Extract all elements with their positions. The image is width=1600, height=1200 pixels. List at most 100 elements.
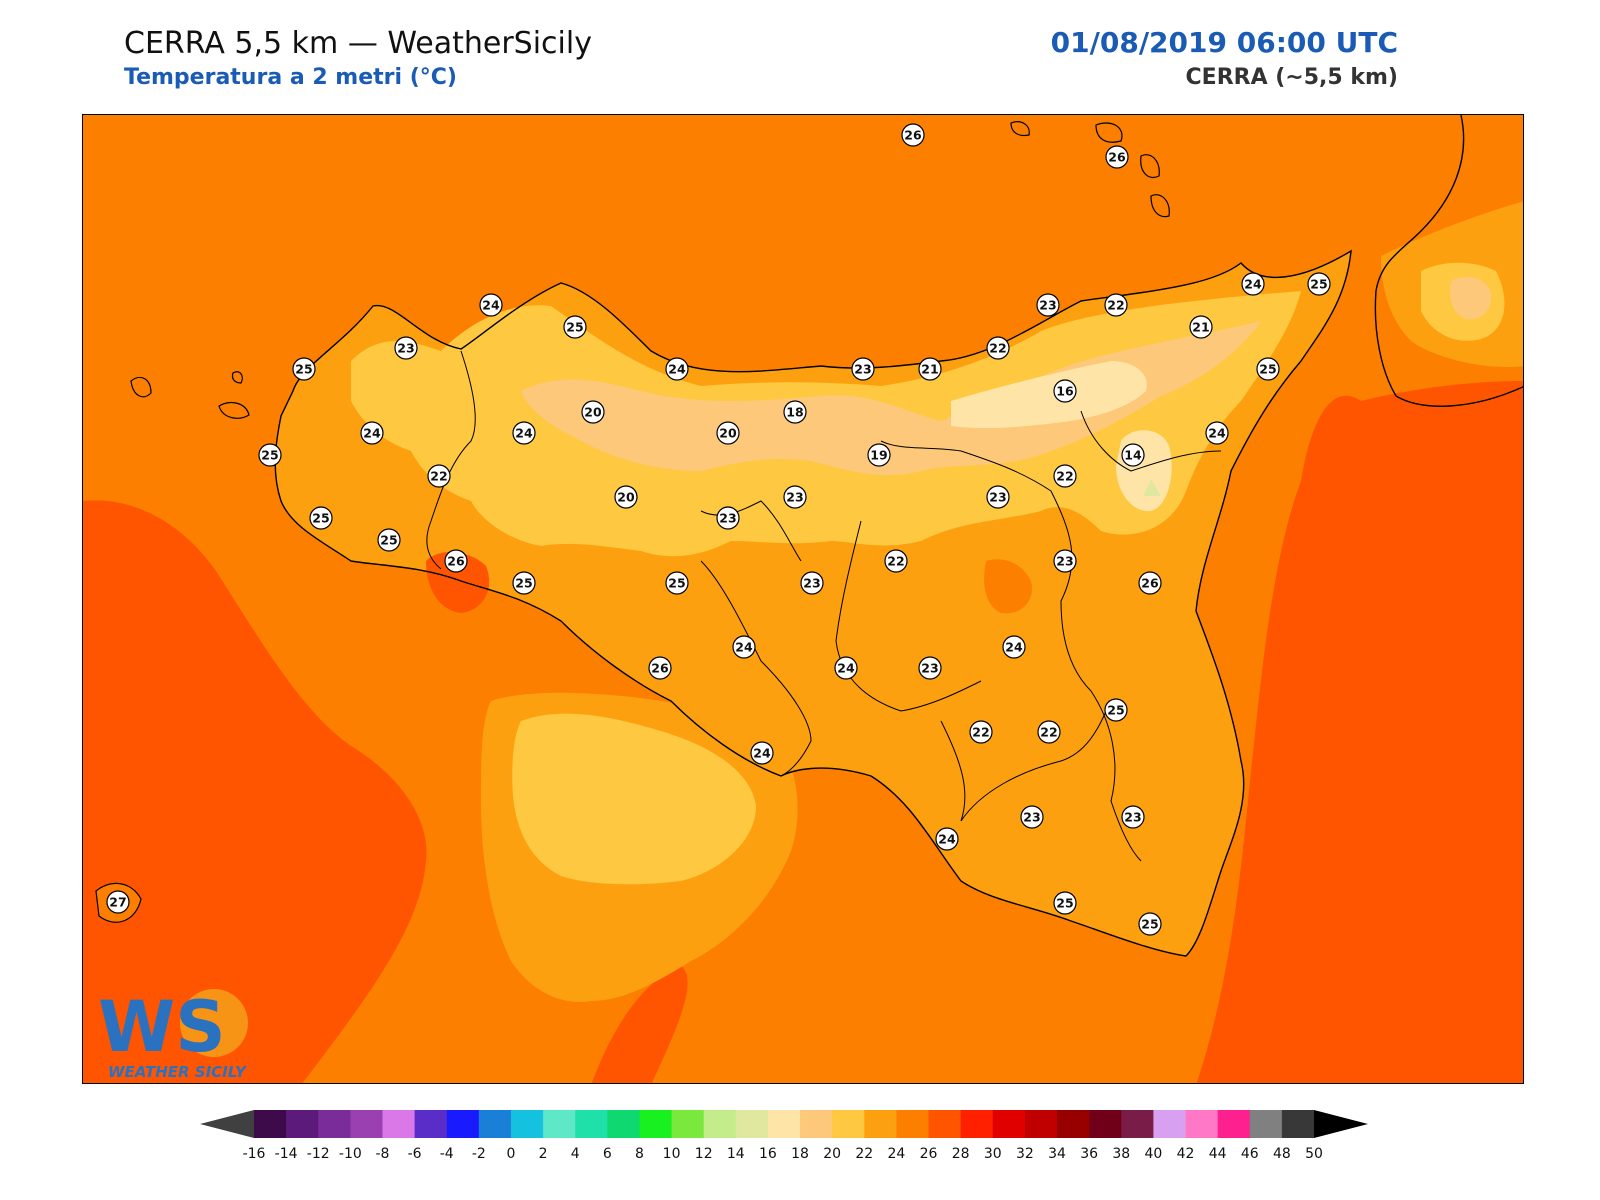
colorbar-tick-label: 10 xyxy=(663,1146,681,1162)
warm-zone-south xyxy=(591,966,688,1083)
station-marker: 22 xyxy=(427,464,451,488)
station-temperature: 22 xyxy=(972,725,989,740)
station-marker: 24 xyxy=(732,635,756,659)
station-temperature: 26 xyxy=(1141,576,1159,591)
station-temperature: 23 xyxy=(1039,298,1056,313)
station-temperature: 24 xyxy=(837,661,855,676)
station-dot xyxy=(986,336,1010,360)
station-marker: 26 xyxy=(444,549,468,573)
station-temperature: 25 xyxy=(1056,896,1073,911)
station-temperature: 23 xyxy=(397,341,414,356)
colorbar-tick-label: 48 xyxy=(1273,1146,1291,1162)
station-dot xyxy=(834,656,858,680)
colorbar-swatch xyxy=(254,1110,287,1138)
colorbar-swatch xyxy=(1024,1110,1058,1138)
station-dot xyxy=(884,549,908,573)
forecast-datetime: 01/08/2019 06:00 UTC xyxy=(1050,26,1398,59)
station-dot xyxy=(986,485,1010,509)
station-temperature: 26 xyxy=(1108,150,1126,165)
islands xyxy=(95,121,1170,923)
temperature-map[interactable]: 26 26 24 25 25 24 23 25 21 22 23 22 21 25 16 14 18 20 20 23… xyxy=(82,114,1524,1084)
colorbar-swatch xyxy=(350,1110,383,1138)
station-temperature: 18 xyxy=(786,405,803,420)
station-marker: 26 xyxy=(1138,571,1162,595)
station-temperature: 25 xyxy=(1310,277,1327,292)
station-dot xyxy=(851,357,875,381)
station-dot xyxy=(512,421,536,445)
colorbar-tick-label: 36 xyxy=(1080,1146,1098,1162)
station-marker: 25 xyxy=(258,443,282,467)
colorbar-swatch xyxy=(992,1110,1026,1138)
map-title: CERRA 5,5 km — WeatherSicily xyxy=(124,26,592,61)
station-dot xyxy=(394,336,418,360)
station-temperature: 20 xyxy=(719,426,737,441)
colorbar-swatch xyxy=(1185,1110,1219,1138)
station-marker: 23 xyxy=(800,571,824,595)
colorbar-tick-label: 24 xyxy=(888,1146,906,1162)
station-dot xyxy=(581,400,605,424)
station-marker: 25 xyxy=(1307,272,1331,296)
colorbar-tick-label: -4 xyxy=(440,1146,454,1162)
colorbar-swatch xyxy=(1057,1110,1090,1138)
station-temperature: 22 xyxy=(1056,469,1073,484)
colorbar-tick-label: -6 xyxy=(408,1146,422,1162)
colorbar-swatch xyxy=(478,1110,512,1138)
station-dot xyxy=(901,123,925,147)
station-dot xyxy=(1307,272,1331,296)
station-dot xyxy=(1138,571,1162,595)
station-dot xyxy=(444,549,468,573)
station-temperature: 26 xyxy=(447,554,465,569)
station-temperature: 24 xyxy=(363,426,381,441)
colorbar-tick-label: 30 xyxy=(984,1146,1002,1162)
station-temperature: 26 xyxy=(904,128,922,143)
colorbar-swatch xyxy=(864,1110,897,1138)
station-dot xyxy=(800,571,824,595)
station-dot xyxy=(1105,145,1129,169)
station-marker: 26 xyxy=(1105,145,1129,169)
station-temperature: 24 xyxy=(1005,640,1023,655)
station-temperature: 21 xyxy=(1192,320,1209,335)
colorbar-tick-label: -16 xyxy=(243,1146,266,1162)
station-dot xyxy=(258,443,282,467)
station-marker: 21 xyxy=(1189,315,1213,339)
station-temperature: 23 xyxy=(854,362,871,377)
station-temperature: 24 xyxy=(1244,277,1262,292)
station-temperature: 23 xyxy=(1056,554,1073,569)
station-marker: 16 xyxy=(1053,379,1077,403)
station-marker: 24 xyxy=(935,827,959,851)
station-temperature: 23 xyxy=(719,511,736,526)
colorbar-swatch xyxy=(414,1110,448,1138)
station-dot xyxy=(918,357,942,381)
logo-letters: WS xyxy=(98,986,226,1068)
colorbar-swatch xyxy=(286,1110,319,1138)
colorbar-tick-label: 42 xyxy=(1177,1146,1195,1162)
station-marker: 26 xyxy=(648,656,672,680)
colorbar-tick-label: 38 xyxy=(1112,1146,1130,1162)
station-dot xyxy=(614,485,638,509)
station-temperature: 25 xyxy=(515,576,532,591)
station-temperature: 22 xyxy=(430,469,447,484)
colorbar-tick-label: 16 xyxy=(759,1146,777,1162)
colorbar-tick-label: 18 xyxy=(791,1146,809,1162)
temperature-colorbar: -16 -14 -12 -10 -8 -6 -4 -2 0 2 4 6 8 10 12 14 16 18 20 22 2… xyxy=(200,1110,1368,1162)
colorbar-under-arrow xyxy=(200,1110,254,1138)
station-marker: 24 xyxy=(665,357,689,381)
colorbar-tick-label: 12 xyxy=(695,1146,713,1162)
station-dot xyxy=(716,421,740,445)
colorbar-swatch xyxy=(575,1110,608,1138)
station-temperature: 25 xyxy=(566,320,583,335)
station-dot xyxy=(1121,443,1145,467)
station-marker: 22 xyxy=(986,336,1010,360)
station-dot xyxy=(732,635,756,659)
colorbar-swatch xyxy=(510,1110,544,1138)
colorbar-tick-label: 22 xyxy=(855,1146,873,1162)
colorbar-tick-label: 34 xyxy=(1048,1146,1066,1162)
colorbar-tick-label: 44 xyxy=(1209,1146,1227,1162)
colorbar-tick-label: -10 xyxy=(339,1146,362,1162)
calabria-coastline xyxy=(1374,115,1523,407)
station-dot xyxy=(716,506,740,530)
station-marker: 25 xyxy=(563,315,587,339)
station-dot xyxy=(1256,357,1280,381)
colorbar-tick-label: 14 xyxy=(727,1146,745,1162)
warm-zone-west xyxy=(83,500,427,1083)
